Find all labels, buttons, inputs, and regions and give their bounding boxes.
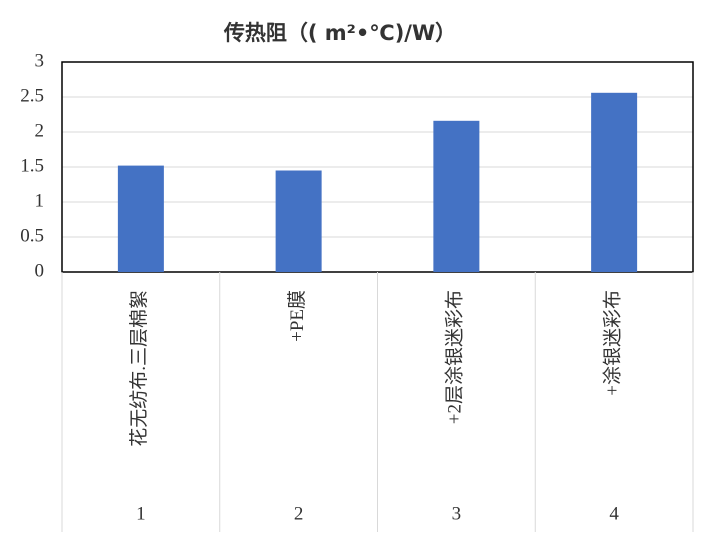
y-tick-label: 0.5	[20, 225, 44, 246]
bar	[433, 120, 480, 272]
x-tick-label: 4	[609, 503, 619, 524]
chart-title: 传热阻（( m²•℃)/W）	[223, 21, 456, 45]
y-tick-label: 3	[35, 50, 45, 71]
category-label: +PE膜	[286, 290, 308, 342]
x-tick-label: 3	[452, 503, 462, 524]
y-tick-label: 1	[35, 190, 45, 211]
x-tick-label: 1	[136, 503, 146, 524]
y-tick-label: 1.5	[20, 155, 44, 176]
category-label: +涂银迷彩布	[601, 290, 623, 396]
bar	[591, 92, 638, 272]
y-tick-label: 0	[35, 260, 45, 281]
bar	[117, 165, 164, 272]
x-tick-label: 2	[294, 503, 304, 524]
y-tick-label: 2	[35, 120, 45, 141]
y-tick-label: 2.5	[20, 85, 44, 106]
category-label: 花无纺布.三层棉絮	[128, 290, 150, 447]
category-label: +2层涂银迷彩布	[444, 290, 466, 424]
bar	[275, 170, 322, 272]
